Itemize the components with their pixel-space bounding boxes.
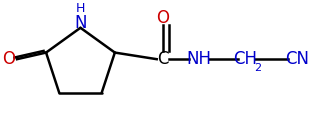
Text: O: O [2, 50, 15, 68]
Text: 2: 2 [254, 63, 261, 73]
Text: O: O [156, 9, 169, 27]
Text: C: C [157, 50, 168, 68]
Text: CH: CH [233, 50, 257, 68]
Text: NH: NH [186, 50, 211, 68]
Text: N: N [74, 14, 87, 32]
Text: CN: CN [285, 50, 309, 68]
Text: H: H [76, 2, 85, 15]
